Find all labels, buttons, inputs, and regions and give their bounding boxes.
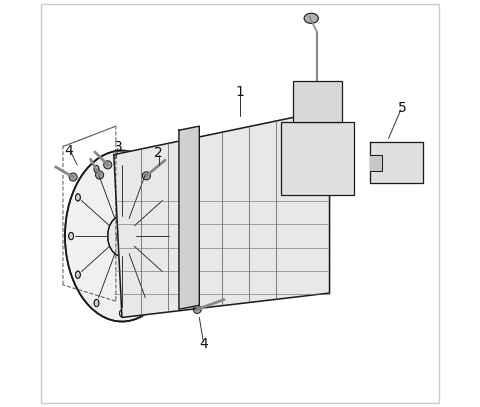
Polygon shape [370,142,423,183]
Ellipse shape [347,127,353,133]
Bar [281,122,354,195]
Text: 1: 1 [236,85,244,98]
Ellipse shape [347,188,353,195]
Text: 5: 5 [398,101,407,115]
Ellipse shape [104,161,112,169]
Ellipse shape [65,151,179,322]
Ellipse shape [117,228,127,244]
Ellipse shape [94,165,99,173]
Ellipse shape [387,149,394,156]
Ellipse shape [94,300,99,307]
Polygon shape [370,155,383,171]
Ellipse shape [96,171,104,179]
Ellipse shape [145,300,150,307]
Polygon shape [179,126,199,309]
Ellipse shape [387,169,394,177]
Bar [293,81,342,122]
Text: 4: 4 [199,337,208,351]
Ellipse shape [282,188,288,195]
Text: 2: 2 [154,146,163,160]
Ellipse shape [282,127,288,133]
Text: 3: 3 [114,140,122,153]
Ellipse shape [164,194,168,201]
Ellipse shape [75,194,80,201]
Ellipse shape [193,305,201,313]
Polygon shape [114,110,330,317]
Ellipse shape [75,271,80,278]
Ellipse shape [164,271,168,278]
Ellipse shape [170,232,175,240]
Ellipse shape [142,172,150,180]
Ellipse shape [69,173,77,181]
Text: 4: 4 [65,144,73,158]
Ellipse shape [304,13,318,23]
Ellipse shape [108,216,136,256]
Ellipse shape [69,232,73,240]
Ellipse shape [407,149,415,156]
Ellipse shape [407,169,415,177]
Ellipse shape [120,155,124,162]
Ellipse shape [120,310,124,317]
Ellipse shape [145,165,150,173]
